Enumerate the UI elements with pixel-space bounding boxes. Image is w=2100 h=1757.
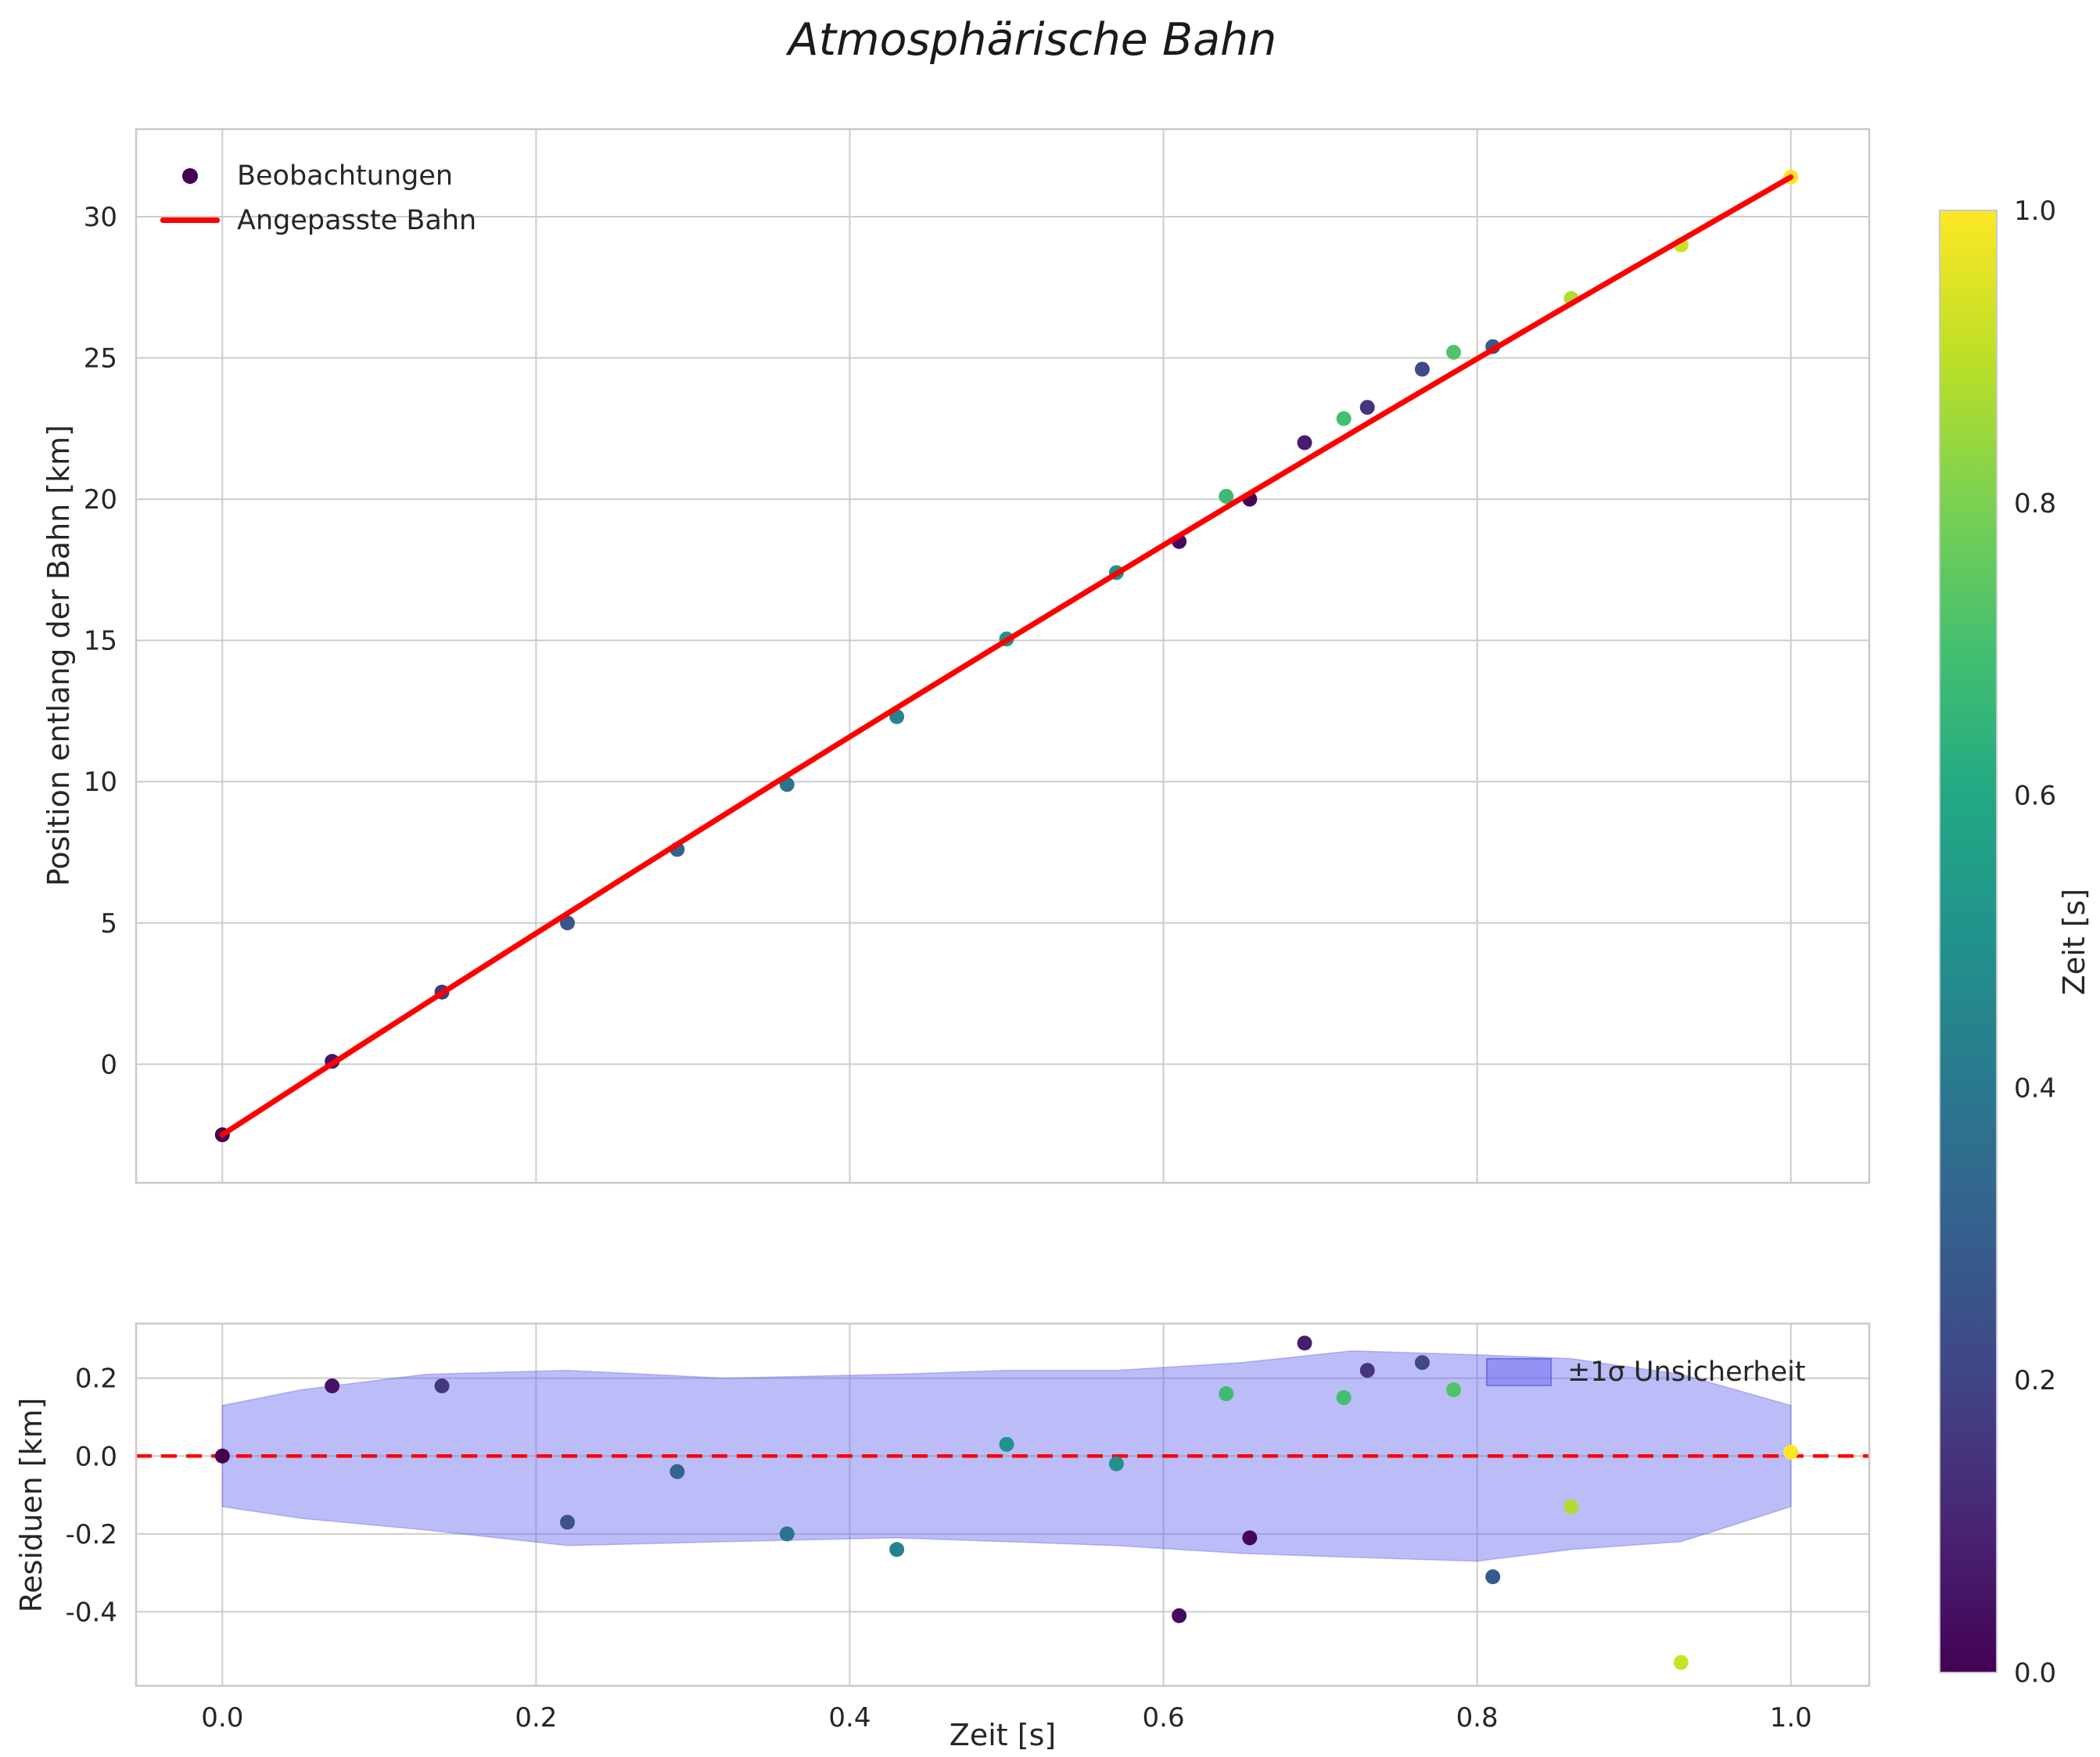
residual-panel-scatter (214, 1335, 1799, 1670)
data-point (1673, 1655, 1689, 1670)
residual-ylabel: Residuen [km] (14, 1397, 48, 1613)
data-point (434, 1378, 450, 1394)
fit-line (219, 174, 1794, 1138)
top-panel-scatter (214, 169, 1799, 1143)
data-point (325, 1378, 340, 1394)
legend-row-observations: Beobachtungen (160, 153, 476, 198)
tick-label: 25 (84, 343, 117, 375)
data-point (1359, 400, 1375, 415)
figure-title: Atmosphärische Bahn (788, 14, 1277, 66)
tick-label: 30 (84, 202, 117, 233)
uncertainty-band-icon (1486, 1358, 1552, 1386)
data-point (1485, 1569, 1501, 1585)
top-panel-border (135, 128, 1871, 1184)
tick-label: 10 (84, 767, 117, 798)
data-point (1446, 344, 1462, 360)
data-point (559, 1514, 575, 1530)
data-point (1297, 435, 1312, 451)
data-point (1108, 1456, 1124, 1471)
tick-label: 5 (100, 908, 117, 940)
uncertainty-band (221, 1350, 1792, 1562)
legend-label-observations: Beobachtungen (237, 160, 454, 192)
top-panel-grid (136, 129, 1869, 1183)
data-point (559, 915, 575, 931)
data-point (1783, 1444, 1799, 1460)
data-point (1414, 361, 1430, 377)
tick-label: -0.2 (66, 1519, 117, 1550)
data-point (1446, 1382, 1462, 1398)
tick-label: 0.4 (828, 1702, 871, 1734)
tick-label: 0.2 (2014, 1365, 2056, 1396)
residual-panel-border (135, 1322, 1871, 1687)
legend-label-fit: Angepasste Bahn (237, 204, 477, 236)
colorbar-gradient (1939, 210, 1998, 1673)
colorbar-label: Zeit [s] (2057, 888, 2091, 996)
tick-label: 0.0 (201, 1702, 243, 1734)
scatter-marker-icon (182, 167, 198, 184)
tick-label: 0.8 (2014, 488, 2056, 519)
data-point (1219, 1386, 1234, 1402)
tick-label: 0.2 (75, 1364, 117, 1395)
top-panel: 0 5 10 15 20 25 30 (84, 128, 1871, 1184)
tick-label: 1.0 (2014, 196, 2056, 227)
data-point (1414, 1355, 1430, 1371)
tick-label: 0 (100, 1049, 117, 1080)
data-point (214, 1448, 230, 1464)
data-point (779, 1526, 795, 1542)
data-point (1219, 488, 1234, 504)
tick-label: 0.0 (2014, 1658, 2056, 1689)
legend-label-band: ±1σ Unsicherheit (1567, 1356, 1806, 1388)
data-point (1336, 1390, 1352, 1406)
data-point (1563, 1499, 1579, 1514)
tick-label: 1.0 (1770, 1702, 1812, 1734)
tick-label: 0.6 (1143, 1702, 1185, 1734)
tick-label: 20 (84, 484, 117, 516)
tick-label: 0.2 (515, 1702, 557, 1734)
legend-residual: ±1σ Unsicherheit (1486, 1356, 1806, 1388)
tick-label: 0.6 (2014, 781, 2056, 812)
tick-label: -0.4 (66, 1597, 117, 1628)
legend-row-fit: Angepasste Bahn (160, 198, 476, 243)
tick-label: 0.8 (1456, 1702, 1499, 1734)
data-point (669, 1464, 685, 1479)
colorbar: 1.0 0.8 0.6 0.4 0.2 0.0 (1939, 196, 2056, 1689)
data-point (1336, 411, 1352, 426)
top-ylabel: Position entlang der Bahn [km] (41, 424, 76, 887)
tick-label: 0.4 (2014, 1073, 2056, 1104)
data-point (1242, 1530, 1258, 1546)
xlabel: Zeit [s] (949, 1718, 1057, 1752)
tick-label: 15 (84, 626, 117, 657)
residual-panel: -0.4 -0.2 0.0 0.2 0.0 0.2 0.4 0.6 0.8 1.0 (66, 1322, 1871, 1734)
data-point (889, 1542, 905, 1558)
data-point (1172, 1608, 1187, 1623)
data-point (1297, 1335, 1312, 1351)
data-point (999, 1436, 1014, 1452)
tick-label: 0.0 (75, 1441, 117, 1472)
data-point (1359, 1363, 1375, 1378)
legend-top: Beobachtungen Angepasste Bahn (160, 153, 476, 243)
fit-line-icon (160, 217, 220, 223)
